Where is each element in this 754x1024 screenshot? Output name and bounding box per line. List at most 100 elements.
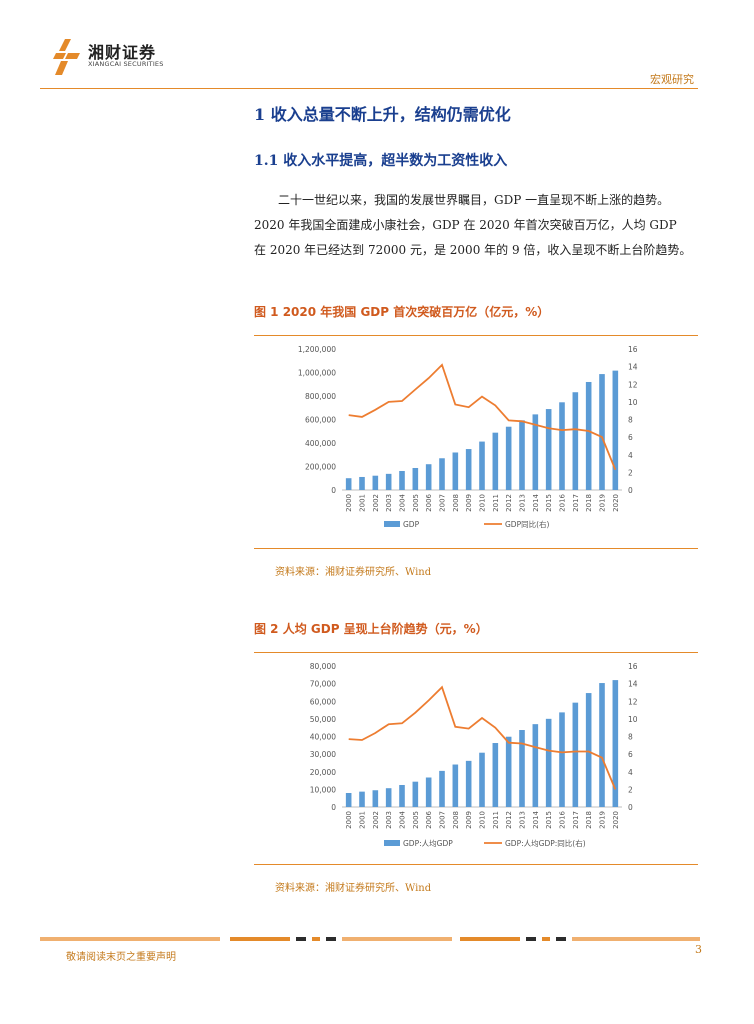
x-tick-label: 2017 bbox=[572, 494, 580, 512]
section-tag: 宏观研究 bbox=[650, 73, 694, 86]
right-tick-label: 0 bbox=[628, 803, 633, 812]
bar bbox=[599, 374, 605, 490]
x-tick-label: 2005 bbox=[412, 494, 420, 512]
x-tick-label: 2006 bbox=[425, 810, 433, 828]
x-tick-label: 2000 bbox=[345, 811, 353, 829]
footer-disclaimer: 敬请阅读末页之重要声明 bbox=[66, 952, 176, 963]
line-series bbox=[348, 685, 617, 790]
right-tick-label: 4 bbox=[628, 451, 633, 460]
left-tick-label: 10,000 bbox=[310, 785, 336, 794]
bar bbox=[545, 409, 552, 490]
x-tick-label: 2014 bbox=[532, 810, 540, 828]
bar bbox=[612, 370, 619, 490]
x-tick-label: 2015 bbox=[545, 811, 553, 829]
bar bbox=[519, 420, 525, 490]
bar bbox=[439, 770, 445, 807]
per-capita-gdp-chart: 0 10,000 20,000 30,000 40,000 50,000 60,000 70,… bbox=[310, 662, 638, 848]
bar bbox=[585, 381, 592, 490]
x-tick-label: 2009 bbox=[465, 811, 473, 829]
figure-2-bottom-rule bbox=[254, 864, 698, 865]
right-tick-label: 8 bbox=[628, 416, 633, 425]
x-tick-label: 2018 bbox=[585, 811, 593, 829]
x-tick-label: 2016 bbox=[559, 810, 567, 828]
brand-name-english: XIANGCAI SECURITIES bbox=[88, 60, 164, 68]
right-tick-label: 6 bbox=[628, 433, 633, 442]
left-tick-label: 0 bbox=[331, 803, 336, 812]
x-tick-label: 2001 bbox=[359, 811, 367, 829]
x-tick-label: 2002 bbox=[372, 494, 380, 512]
bar bbox=[372, 475, 379, 490]
bar bbox=[345, 793, 352, 807]
bar bbox=[385, 473, 392, 490]
bar bbox=[612, 680, 619, 807]
right-tick-label: 14 bbox=[628, 363, 638, 372]
left-tick-label: 1,200,000 bbox=[298, 345, 336, 354]
x-tick-label: 2009 bbox=[465, 494, 473, 512]
bar bbox=[585, 693, 592, 807]
bar bbox=[545, 718, 552, 807]
left-tick-label: 1,000,000 bbox=[298, 369, 336, 378]
bar bbox=[452, 764, 459, 807]
x-tick-label: 2020 bbox=[612, 811, 620, 829]
x-tick-label: 2008 bbox=[452, 811, 460, 829]
left-tick-label: 30,000 bbox=[310, 750, 336, 759]
left-tick-label: 200,000 bbox=[305, 463, 336, 472]
x-tick-label: 2002 bbox=[372, 811, 380, 829]
left-tick-label: 60,000 bbox=[310, 697, 336, 706]
x-tick-label: 2006 bbox=[425, 493, 433, 511]
left-tick-label: 600,000 bbox=[305, 416, 336, 425]
bar bbox=[465, 449, 472, 490]
x-tick-label: 2010 bbox=[479, 811, 487, 829]
x-tick-label: 2020 bbox=[612, 494, 620, 512]
bar bbox=[479, 441, 485, 490]
line-series bbox=[348, 363, 617, 471]
figure-1-bottom-rule bbox=[254, 548, 698, 549]
bar bbox=[425, 464, 432, 490]
paragraph-line: 2020 年我国全面建成小康社会，GDP 在 2020 年首次突破百万亿，人均 … bbox=[254, 218, 677, 232]
right-tick-label: 10 bbox=[628, 398, 638, 407]
right-tick-label: 10 bbox=[628, 715, 638, 724]
x-tick-label: 2013 bbox=[519, 811, 527, 829]
right-tick-label: 8 bbox=[628, 733, 633, 742]
x-tick-label: 2019 bbox=[599, 494, 607, 512]
figure-2-title: 图 2 人均 GDP 呈现上台阶趋势（元，%） bbox=[254, 622, 488, 636]
legend-label: GDP:人均GDP:同比(右) bbox=[505, 838, 586, 848]
bar bbox=[439, 458, 445, 490]
x-tick-label: 2012 bbox=[505, 811, 513, 829]
section-heading: 1 收入总量不断上升，结构仍需优化 bbox=[254, 105, 511, 124]
brand-name: 湘财证券 bbox=[88, 43, 157, 62]
bar bbox=[465, 760, 472, 807]
bar bbox=[505, 426, 512, 490]
x-tick-label: 2017 bbox=[572, 811, 580, 829]
bar bbox=[399, 784, 405, 807]
bar bbox=[519, 730, 525, 807]
bar bbox=[425, 777, 432, 807]
left-tick-label: 50,000 bbox=[310, 715, 336, 724]
figure-2-source: 资料来源：湘财证券研究所、Wind bbox=[275, 883, 432, 894]
right-tick-label: 2 bbox=[628, 468, 633, 477]
bar bbox=[559, 712, 565, 807]
header-divider bbox=[40, 88, 698, 89]
x-tick-label: 2007 bbox=[439, 811, 447, 829]
right-tick-label: 4 bbox=[628, 768, 633, 777]
bar bbox=[559, 402, 565, 490]
body-paragraph: 二十一世纪以来，我国的发展世界瞩目，GDP 一直呈现不断上涨的趋势。 2020 … bbox=[254, 188, 706, 263]
paragraph-line: 在 2020 年已经达到 72000 元，是 2000 年的 9 倍，收入呈现不… bbox=[254, 243, 692, 257]
x-tick-label: 2019 bbox=[599, 811, 607, 829]
bar bbox=[532, 414, 539, 490]
company-logo-icon bbox=[53, 39, 80, 75]
left-tick-label: 800,000 bbox=[305, 392, 336, 401]
x-tick-label: 2003 bbox=[385, 811, 393, 829]
gdp-chart: 0 200,000 400,000 600,000 800,000 1,000,000 1,… bbox=[298, 345, 638, 529]
right-tick-label: 12 bbox=[628, 380, 638, 389]
bar bbox=[492, 743, 499, 807]
x-tick-label: 2003 bbox=[385, 494, 393, 512]
bar bbox=[385, 788, 392, 807]
legend-label: GDP:人均GDP bbox=[403, 838, 453, 848]
right-tick-label: 12 bbox=[628, 697, 638, 706]
bar bbox=[505, 736, 512, 807]
x-tick-label: 2007 bbox=[439, 494, 447, 512]
legend-label: GDP bbox=[403, 520, 420, 529]
bar bbox=[412, 467, 419, 490]
bar bbox=[399, 470, 405, 490]
